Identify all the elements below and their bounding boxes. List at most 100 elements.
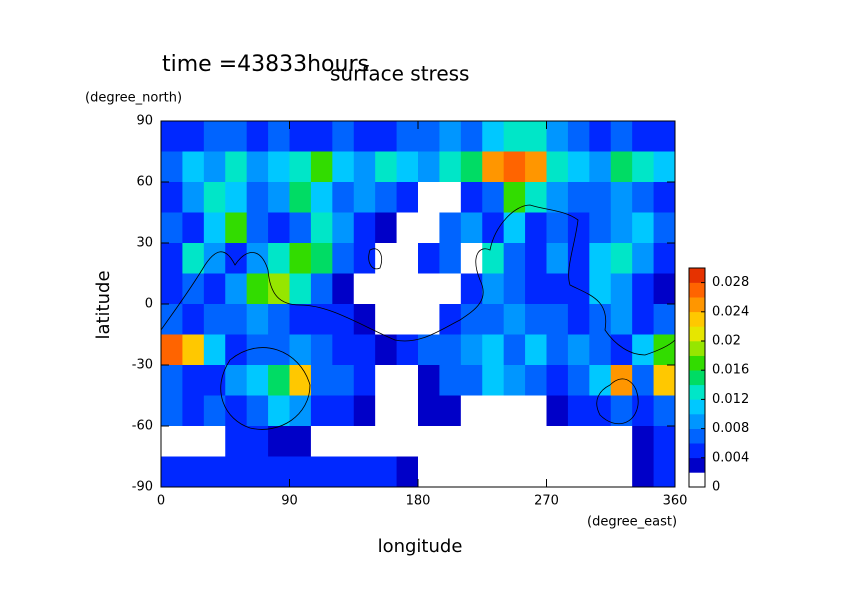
cell: [439, 395, 462, 427]
cell: [182, 182, 205, 213]
cell: [567, 395, 590, 427]
cell: [525, 273, 547, 305]
cell: [332, 273, 355, 305]
cell: [567, 456, 590, 488]
cell: [161, 121, 183, 152]
cell: [332, 121, 355, 152]
y-tick-label: 0: [145, 297, 153, 312]
cell: [589, 151, 612, 183]
cell: [610, 395, 633, 427]
cell: [225, 273, 248, 305]
cell: [310, 365, 333, 396]
cell: [525, 121, 547, 152]
cell: [567, 121, 590, 152]
cell: [203, 334, 226, 366]
cell: [460, 182, 483, 213]
cell: [439, 304, 462, 335]
cell: [439, 182, 462, 213]
y-tick-label: -90: [132, 480, 153, 495]
cell: [439, 121, 462, 152]
cell: [289, 456, 312, 488]
colorbar-tick-label: 0.008: [712, 421, 749, 436]
cell: [203, 456, 226, 488]
cell: [503, 304, 526, 335]
cell: [482, 212, 505, 244]
cell: [589, 243, 612, 274]
cell: [567, 365, 590, 396]
cell: [503, 243, 526, 274]
cell: [525, 334, 547, 366]
cell: [310, 304, 333, 335]
cell: [418, 304, 440, 335]
cell: [289, 426, 312, 457]
cell: [546, 426, 569, 457]
colorbar-tick-label: 0.02: [712, 334, 741, 349]
cell: [460, 365, 483, 396]
cell: [353, 212, 376, 244]
cell: [203, 121, 226, 152]
cell: [632, 304, 655, 335]
cell: [460, 151, 483, 183]
cell: [589, 395, 612, 427]
cell: [525, 212, 547, 244]
cell: [203, 182, 226, 213]
cell: [396, 334, 419, 366]
cell: [203, 395, 226, 427]
cell: [418, 182, 440, 213]
cell: [161, 426, 183, 457]
cell: [460, 456, 483, 488]
cell: [418, 243, 440, 274]
cell: [310, 395, 333, 427]
cell: [503, 395, 526, 427]
colorbar-swatch: [689, 472, 705, 488]
cell: [632, 151, 655, 183]
cell: [503, 426, 526, 457]
cell: [182, 151, 205, 183]
cell: [418, 426, 440, 457]
cell: [610, 456, 633, 488]
cell: [653, 212, 676, 244]
colorbar-swatch: [689, 341, 705, 356]
cell: [353, 365, 376, 396]
cell: [610, 273, 633, 305]
cell: [503, 456, 526, 488]
cell: [482, 273, 505, 305]
cell: [546, 273, 569, 305]
cell: [246, 151, 269, 183]
cell: [439, 212, 462, 244]
colorbar-frame: [688, 267, 706, 488]
cell: [268, 243, 290, 274]
field: [161, 121, 676, 488]
cell: [525, 151, 547, 183]
cell: [375, 212, 398, 244]
cell: [482, 456, 505, 488]
colorbar-tick-label: 0.016: [712, 363, 749, 378]
cell: [418, 395, 440, 427]
cell: [396, 151, 419, 183]
cell: [546, 121, 569, 152]
cell: [589, 426, 612, 457]
cell: [567, 304, 590, 335]
cell: [589, 365, 612, 396]
cell: [632, 273, 655, 305]
cell: [439, 334, 462, 366]
cell: [418, 151, 440, 183]
cell: [503, 212, 526, 244]
cell: [653, 121, 676, 152]
cell: [375, 273, 398, 305]
cell: [482, 365, 505, 396]
cell: [161, 273, 183, 305]
cell: [653, 365, 676, 396]
cell: [332, 212, 355, 244]
cell: [653, 395, 676, 427]
cell: [546, 395, 569, 427]
cell: [225, 365, 248, 396]
cell: [460, 243, 483, 274]
cell: [482, 182, 505, 213]
cell: [268, 212, 290, 244]
cell: [161, 243, 183, 274]
cell: [182, 426, 205, 457]
cell: [567, 243, 590, 274]
cell: [182, 304, 205, 335]
colorbar-swatch: [689, 414, 705, 429]
